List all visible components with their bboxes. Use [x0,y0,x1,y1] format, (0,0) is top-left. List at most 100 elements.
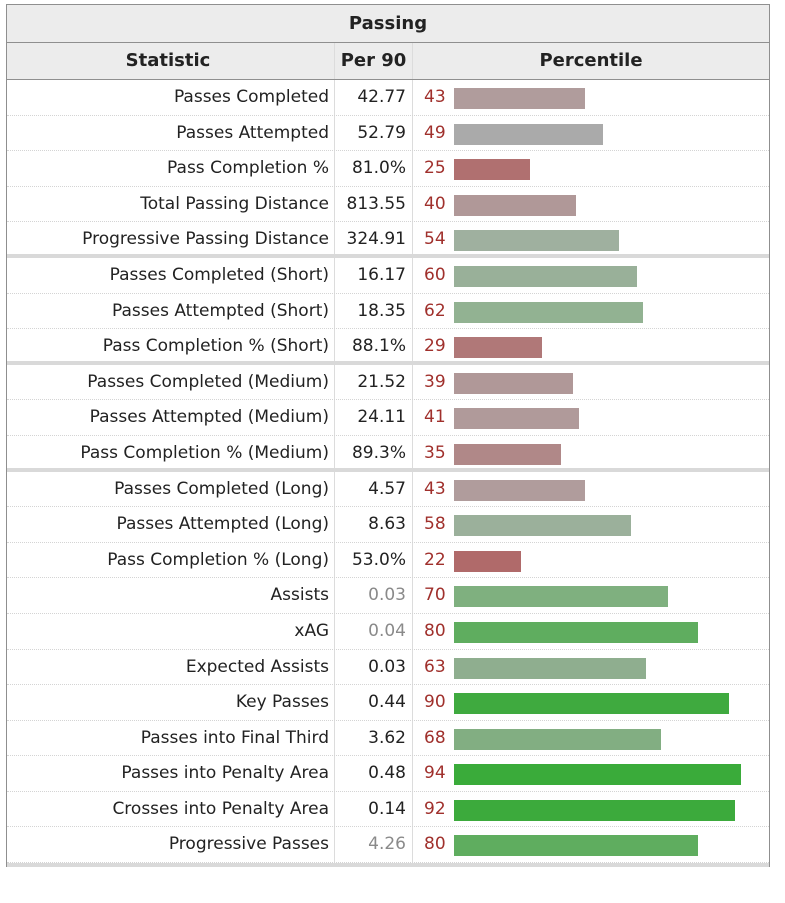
percentile-cell: 90 [413,685,769,720]
table-row: Passes Completed 42.77 43 [7,80,769,116]
percentile-bar [454,337,542,359]
table-row: Passes into Penalty Area 0.48 94 [7,756,769,792]
percentile-cell: 43 [413,472,769,507]
percentile-cell: 68 [413,721,769,756]
percentile-bar [454,479,585,501]
percentile-value: 94 [424,763,446,784]
header-row: Statistic Per 90 Percentile [7,43,769,80]
percentile-bar [454,586,668,608]
percentile-bar [454,230,619,252]
table-row: Passes Attempted 52.79 49 [7,115,769,152]
percentile-bar [454,265,637,287]
percentile-cell: 62 [413,294,769,329]
percentile-cell: 80 [413,614,769,649]
table-row: Passes Completed (Long) 4.57 43 [7,471,769,508]
percentile-value: 58 [424,514,446,535]
per90-value: 89.3% [335,435,413,468]
per90-value: 4.26 [335,827,413,863]
table-title: Passing [7,5,769,43]
percentile-value: 68 [424,727,446,748]
table-row: Passes Attempted (Long) 8.63 58 [7,507,769,543]
stat-label: Passes Completed [7,80,335,115]
percentile-bar [454,728,661,750]
table-row: Total Passing Distance 813.55 40 [7,186,769,223]
percentile-cell: 80 [413,827,769,862]
table-row: Expected Assists 0.03 63 [7,649,769,686]
percentile-bar [454,194,576,216]
stat-label: Pass Completion % (Medium) [7,435,335,468]
stat-label: Progressive Passes [7,827,335,863]
percentile-value: 35 [424,442,446,463]
percentile-value: 22 [424,549,446,570]
per90-value: 18.35 [335,293,413,329]
table-row: xAG 0.04 80 [7,613,769,650]
stat-label: Pass Completion % (Long) [7,542,335,578]
percentile-value: 70 [424,585,446,606]
percentile-bar [454,835,698,857]
percentile-value: 41 [424,407,446,428]
stat-label: Pass Completion % (Short) [7,329,335,361]
per90-value: 0.04 [335,613,413,649]
per90-value: 16.17 [335,257,413,293]
per90-value: 4.57 [335,471,413,507]
passing-table: Passing Statistic Per 90 Percentile Pass… [6,4,770,868]
percentile-value: 62 [424,300,446,321]
percentile-bar [454,408,579,430]
per90-value: 88.1% [335,329,413,361]
per90-value: 81.0% [335,151,413,186]
percentile-bar [454,159,530,181]
per90-value: 0.48 [335,756,413,791]
percentile-bar [454,301,643,323]
percentile-bar [454,621,698,643]
per90-value: 0.44 [335,685,413,720]
stat-label: Total Passing Distance [7,186,335,222]
table-row: Passes Completed (Medium) 21.52 39 [7,364,769,401]
per90-value: 813.55 [335,186,413,222]
per90-value: 52.79 [335,115,413,151]
table-bottom-divider [7,863,769,868]
per90-value: 8.63 [335,507,413,542]
stat-label: Passes Attempted (Medium) [7,400,335,435]
stat-label: Passes Completed (Medium) [7,364,335,400]
stat-label: Passes Attempted (Long) [7,507,335,542]
table-row: Pass Completion % 81.0% 25 [7,151,769,187]
stat-label: Passes Completed (Short) [7,257,335,293]
percentile-cell: 92 [413,792,769,827]
table-row: Progressive Passes 4.26 80 [7,827,769,864]
percentile-value: 92 [424,798,446,819]
percentile-cell: 63 [413,650,769,685]
stat-label: Passes Completed (Long) [7,471,335,507]
percentile-value: 40 [424,193,446,214]
percentile-cell: 29 [413,329,769,361]
percentile-value: 43 [424,87,446,107]
stat-label: Crosses into Penalty Area [7,791,335,827]
stat-label: Passes Attempted (Short) [7,293,335,329]
table-row: Assists 0.03 70 [7,578,769,614]
per90-value: 3.62 [335,720,413,756]
table-row: Pass Completion % (Medium) 89.3% 35 [7,435,769,472]
percentile-value: 39 [424,371,446,392]
percentile-bar [454,693,729,715]
percentile-value: 60 [424,264,446,285]
per90-value: 53.0% [335,542,413,578]
table-row: Pass Completion % (Short) 88.1% 29 [7,329,769,365]
header-percentile[interactable]: Percentile [539,50,643,71]
percentile-cell: 22 [413,543,769,578]
percentile-bar [454,764,741,786]
per90-value: 42.77 [335,80,413,115]
per90-value: 0.03 [335,578,413,613]
percentile-value: 49 [424,122,446,143]
header-per90[interactable]: Per 90 [335,43,413,79]
table-row: Passes Attempted (Medium) 24.11 41 [7,400,769,436]
table-row: Passes into Final Third 3.62 68 [7,720,769,757]
per90-value: 24.11 [335,400,413,435]
stat-label: Pass Completion % [7,151,335,186]
stat-label: Assists [7,578,335,613]
percentile-value: 25 [424,158,446,179]
percentile-value: 29 [424,336,446,357]
header-statistic[interactable]: Statistic [7,43,335,79]
percentile-bar [454,123,603,145]
stat-label: Passes into Penalty Area [7,756,335,791]
percentile-cell: 70 [413,578,769,613]
percentile-cell: 58 [413,507,769,542]
